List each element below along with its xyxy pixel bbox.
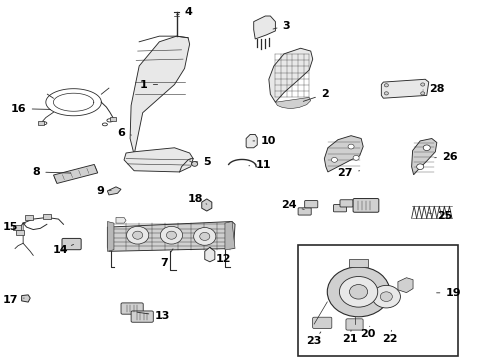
Circle shape — [352, 156, 358, 160]
Bar — [43, 214, 51, 219]
Text: 16: 16 — [11, 104, 51, 114]
Text: 24: 24 — [281, 201, 304, 210]
FancyBboxPatch shape — [352, 198, 378, 212]
Polygon shape — [268, 48, 312, 102]
Polygon shape — [275, 98, 310, 109]
Circle shape — [166, 231, 176, 239]
FancyBboxPatch shape — [131, 311, 153, 322]
Polygon shape — [107, 187, 121, 195]
FancyBboxPatch shape — [345, 319, 363, 330]
Polygon shape — [349, 259, 367, 267]
Text: 13: 13 — [137, 311, 169, 321]
Polygon shape — [124, 148, 193, 172]
Circle shape — [339, 276, 377, 307]
Circle shape — [132, 231, 142, 239]
Text: 2: 2 — [303, 89, 328, 102]
Text: 7: 7 — [160, 249, 173, 267]
Polygon shape — [253, 16, 275, 39]
Text: 5: 5 — [196, 157, 210, 167]
Circle shape — [384, 92, 387, 95]
Text: 15: 15 — [3, 222, 25, 232]
Circle shape — [331, 157, 337, 162]
Polygon shape — [397, 278, 412, 293]
Circle shape — [349, 284, 367, 299]
Bar — [297, 245, 457, 356]
Text: 4: 4 — [176, 7, 192, 17]
Text: 8: 8 — [33, 167, 71, 177]
Text: 11: 11 — [248, 160, 270, 170]
Polygon shape — [107, 221, 235, 251]
Text: 23: 23 — [306, 332, 321, 346]
Circle shape — [326, 267, 389, 317]
Bar — [16, 230, 24, 235]
Text: 25: 25 — [427, 211, 451, 221]
FancyBboxPatch shape — [333, 204, 346, 212]
Polygon shape — [245, 135, 257, 148]
Text: 3: 3 — [272, 21, 289, 31]
Bar — [13, 225, 20, 230]
Polygon shape — [324, 136, 363, 172]
Text: 26: 26 — [434, 152, 457, 162]
Polygon shape — [202, 199, 211, 211]
Text: 1: 1 — [140, 80, 157, 90]
Circle shape — [126, 226, 148, 244]
Polygon shape — [224, 221, 235, 250]
Text: 17: 17 — [2, 295, 24, 305]
Text: 27: 27 — [337, 168, 359, 178]
Polygon shape — [53, 165, 98, 184]
Polygon shape — [204, 247, 214, 262]
FancyBboxPatch shape — [339, 200, 352, 207]
Text: 6: 6 — [117, 128, 131, 138]
Text: 14: 14 — [53, 244, 73, 255]
Text: 10: 10 — [252, 136, 275, 146]
Bar — [110, 117, 116, 121]
Circle shape — [422, 145, 429, 150]
Polygon shape — [107, 221, 114, 251]
Text: 9: 9 — [96, 186, 111, 196]
Circle shape — [371, 285, 400, 308]
Polygon shape — [411, 139, 436, 175]
Polygon shape — [116, 217, 126, 223]
Bar — [38, 121, 44, 125]
Circle shape — [347, 144, 353, 149]
Text: 12: 12 — [209, 247, 231, 264]
Text: 28: 28 — [422, 84, 444, 94]
FancyBboxPatch shape — [62, 238, 81, 250]
Circle shape — [193, 228, 215, 245]
FancyBboxPatch shape — [298, 208, 310, 215]
Polygon shape — [130, 36, 189, 154]
FancyBboxPatch shape — [121, 303, 143, 314]
Text: 18: 18 — [187, 194, 206, 204]
Text: 22: 22 — [382, 330, 397, 344]
Circle shape — [380, 292, 391, 301]
Circle shape — [191, 162, 197, 166]
Polygon shape — [21, 295, 30, 302]
Circle shape — [420, 83, 424, 86]
Bar — [25, 215, 33, 220]
Circle shape — [199, 233, 209, 240]
Circle shape — [416, 164, 423, 170]
Circle shape — [384, 84, 387, 87]
Text: 21: 21 — [341, 330, 357, 344]
Circle shape — [420, 92, 424, 95]
Polygon shape — [381, 79, 428, 98]
Circle shape — [160, 226, 182, 244]
Text: 20: 20 — [360, 326, 375, 339]
FancyBboxPatch shape — [312, 317, 331, 328]
FancyBboxPatch shape — [304, 201, 317, 208]
Text: 19: 19 — [436, 288, 460, 298]
